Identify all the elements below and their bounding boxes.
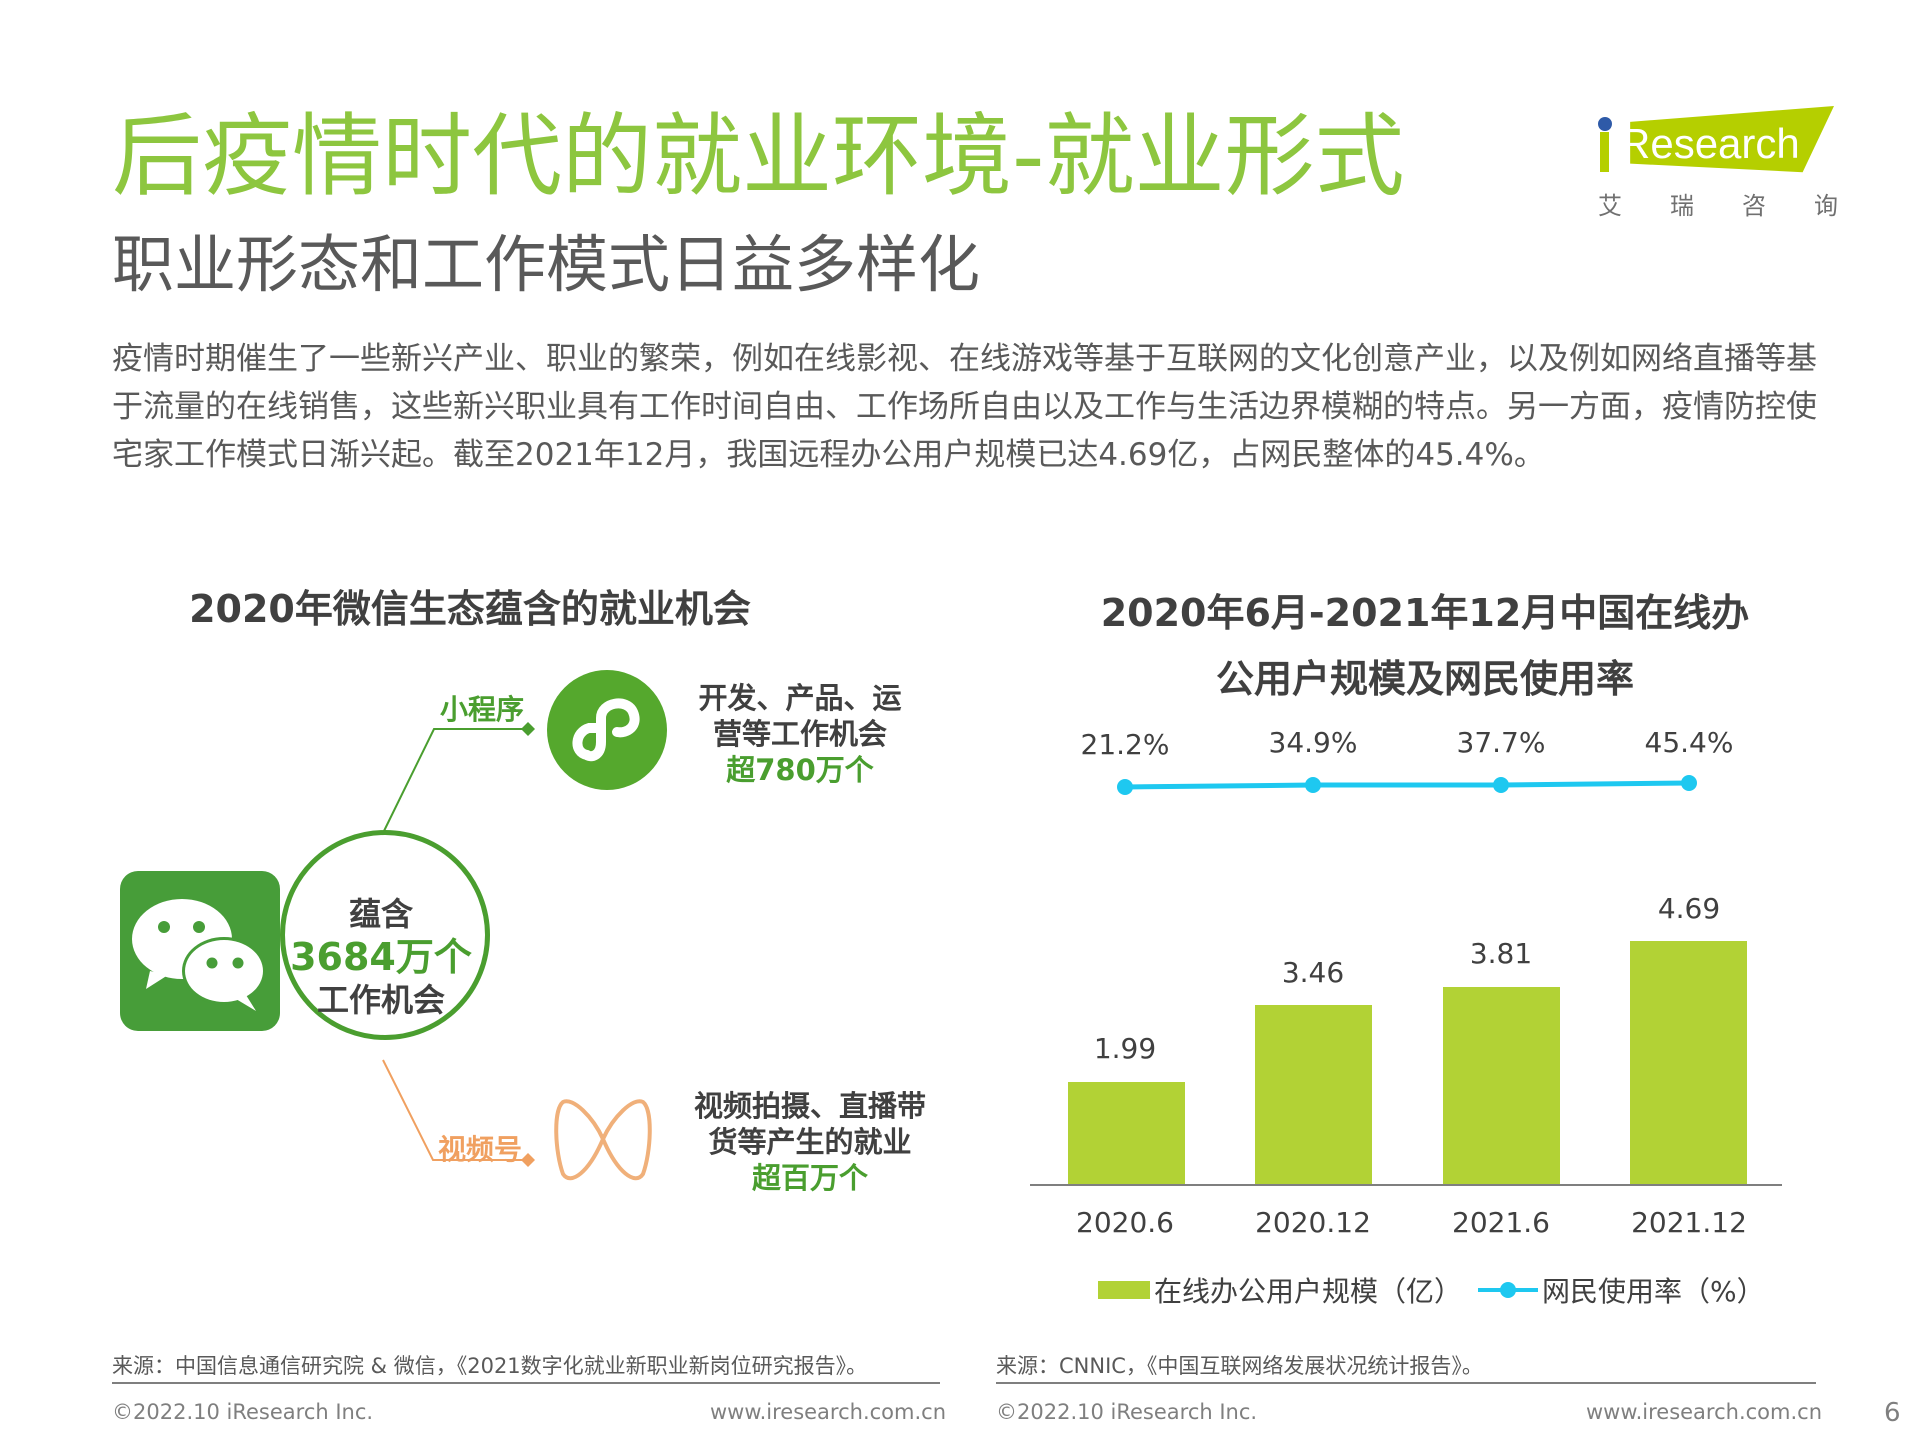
- iresearch-logo: Research 艾 瑞 咨 询: [1598, 100, 1838, 230]
- right-website: www.iresearch.com.cn: [1586, 1400, 1823, 1424]
- bar-2021-12: [1630, 941, 1747, 1184]
- logo-dot-icon: [1598, 117, 1612, 131]
- legend-line-label: 网民使用率（%）: [1542, 1275, 1765, 1308]
- branch-label-mini-program: 小程序: [440, 693, 525, 726]
- bar-value-label: 3.81: [1469, 937, 1533, 970]
- left-copyright: ©2022.10 iResearch Inc.: [112, 1400, 374, 1424]
- logo-i-stem: [1600, 132, 1609, 172]
- wechat-icon: [120, 871, 280, 1031]
- x-axis-label: 2021.6: [1452, 1206, 1550, 1239]
- usage-rate-line: [1117, 775, 1697, 795]
- chart-title-line2: 公用户规模及网民使用率: [1215, 657, 1634, 701]
- x-axis: [1030, 1184, 1782, 1186]
- right-footer-divider: [996, 1382, 1816, 1384]
- logo-cn-char: 咨: [1742, 192, 1766, 220]
- bar-2020-6: [1068, 1082, 1185, 1184]
- total-jobs-circle: [280, 830, 490, 1040]
- logo-cn-char: 艾: [1598, 192, 1622, 220]
- wechat-diagram-title: 2020年微信生态蕴含的就业机会: [189, 587, 751, 631]
- channels-desc-line2: 货等产生的就业: [708, 1125, 912, 1159]
- page-subtitle: 职业形态和工作模式日益多样化: [112, 228, 981, 301]
- bar-value-label: 3.46: [1281, 956, 1345, 989]
- usage-rate-label: 45.4%: [1644, 726, 1734, 759]
- total-jobs-value: 3684万个: [290, 935, 472, 979]
- branch-label-channels: 视频号: [438, 1133, 523, 1166]
- logo-cn: 艾 瑞 咨 询: [1598, 186, 1838, 221]
- channels-desc-line1: 视频拍摄、直播带: [693, 1089, 926, 1123]
- logo-text: Research: [1620, 120, 1800, 167]
- mini-program-desc-line2: 营等工作机会: [712, 717, 887, 751]
- page-title: 后疫情时代的就业环境-就业形式: [112, 104, 1405, 209]
- chart-title-line1: 2020年6月-2021年12月中国在线办: [1100, 591, 1750, 635]
- chart-legend: 在线办公用户规模（亿） 网民使用率（%）: [1098, 1270, 1765, 1310]
- channels-butterfly-icon: [553, 1092, 653, 1187]
- channels-highlight: 超百万个: [751, 1161, 868, 1195]
- mini-program-icon: [547, 670, 667, 790]
- total-jobs-line3: 工作机会: [316, 981, 445, 1019]
- usage-rate-label: 21.2%: [1080, 728, 1170, 761]
- right-source: 来源：CNNIC，《中国互联网络发展状况统计报告》。: [996, 1354, 1483, 1378]
- legend-bar-swatch: [1098, 1281, 1150, 1299]
- logo-cn-char: 询: [1814, 192, 1838, 220]
- left-footer-divider: [112, 1382, 940, 1384]
- legend-bar-label: 在线办公用户规模（亿）: [1154, 1275, 1463, 1308]
- bar-2020-12: [1255, 1005, 1372, 1184]
- total-jobs-text: 蕴含 3684万个 工作机会: [275, 893, 487, 1021]
- left-website: www.iresearch.com.cn: [710, 1400, 947, 1424]
- legend-line-swatch-icon: [1478, 1282, 1539, 1298]
- mini-program-highlight: 超780万个: [726, 753, 874, 787]
- left-source: 来源：中国信息通信研究院 & 微信，《2021数字化就业新职业新岗位研究报告》。: [112, 1354, 868, 1378]
- x-axis-label: 2020.12: [1255, 1206, 1371, 1239]
- intro-paragraph: 疫情时期催生了一些新兴产业、职业的繁荣，例如在线影视、在线游戏等基于互联网的文化…: [112, 341, 1817, 473]
- bar-value-label: 4.69: [1657, 892, 1721, 925]
- page-number: 6: [1884, 1398, 1901, 1428]
- logo-cn-char: 瑞: [1670, 192, 1694, 220]
- channels-description: 视频拍摄、直播带 货等产生的就业 超百万个: [680, 1088, 940, 1196]
- total-jobs-line1: 蕴含: [348, 895, 413, 933]
- bar-value-label: 1.99: [1093, 1032, 1157, 1065]
- mini-program-desc-line1: 开发、产品、运: [698, 681, 902, 715]
- chart-title: 2020年6月-2021年12月中国在线办 公用户规模及网民使用率: [1040, 580, 1810, 712]
- usage-rate-label: 37.7%: [1456, 726, 1546, 759]
- right-copyright: ©2022.10 iResearch Inc.: [996, 1400, 1258, 1424]
- x-axis-label: 2021.12: [1631, 1206, 1747, 1239]
- x-axis-label: 2020.6: [1076, 1206, 1174, 1239]
- usage-rate-label: 34.9%: [1268, 726, 1358, 759]
- mini-program-description: 开发、产品、运 营等工作机会 超780万个: [680, 680, 920, 788]
- bar-2021-6: [1443, 987, 1560, 1184]
